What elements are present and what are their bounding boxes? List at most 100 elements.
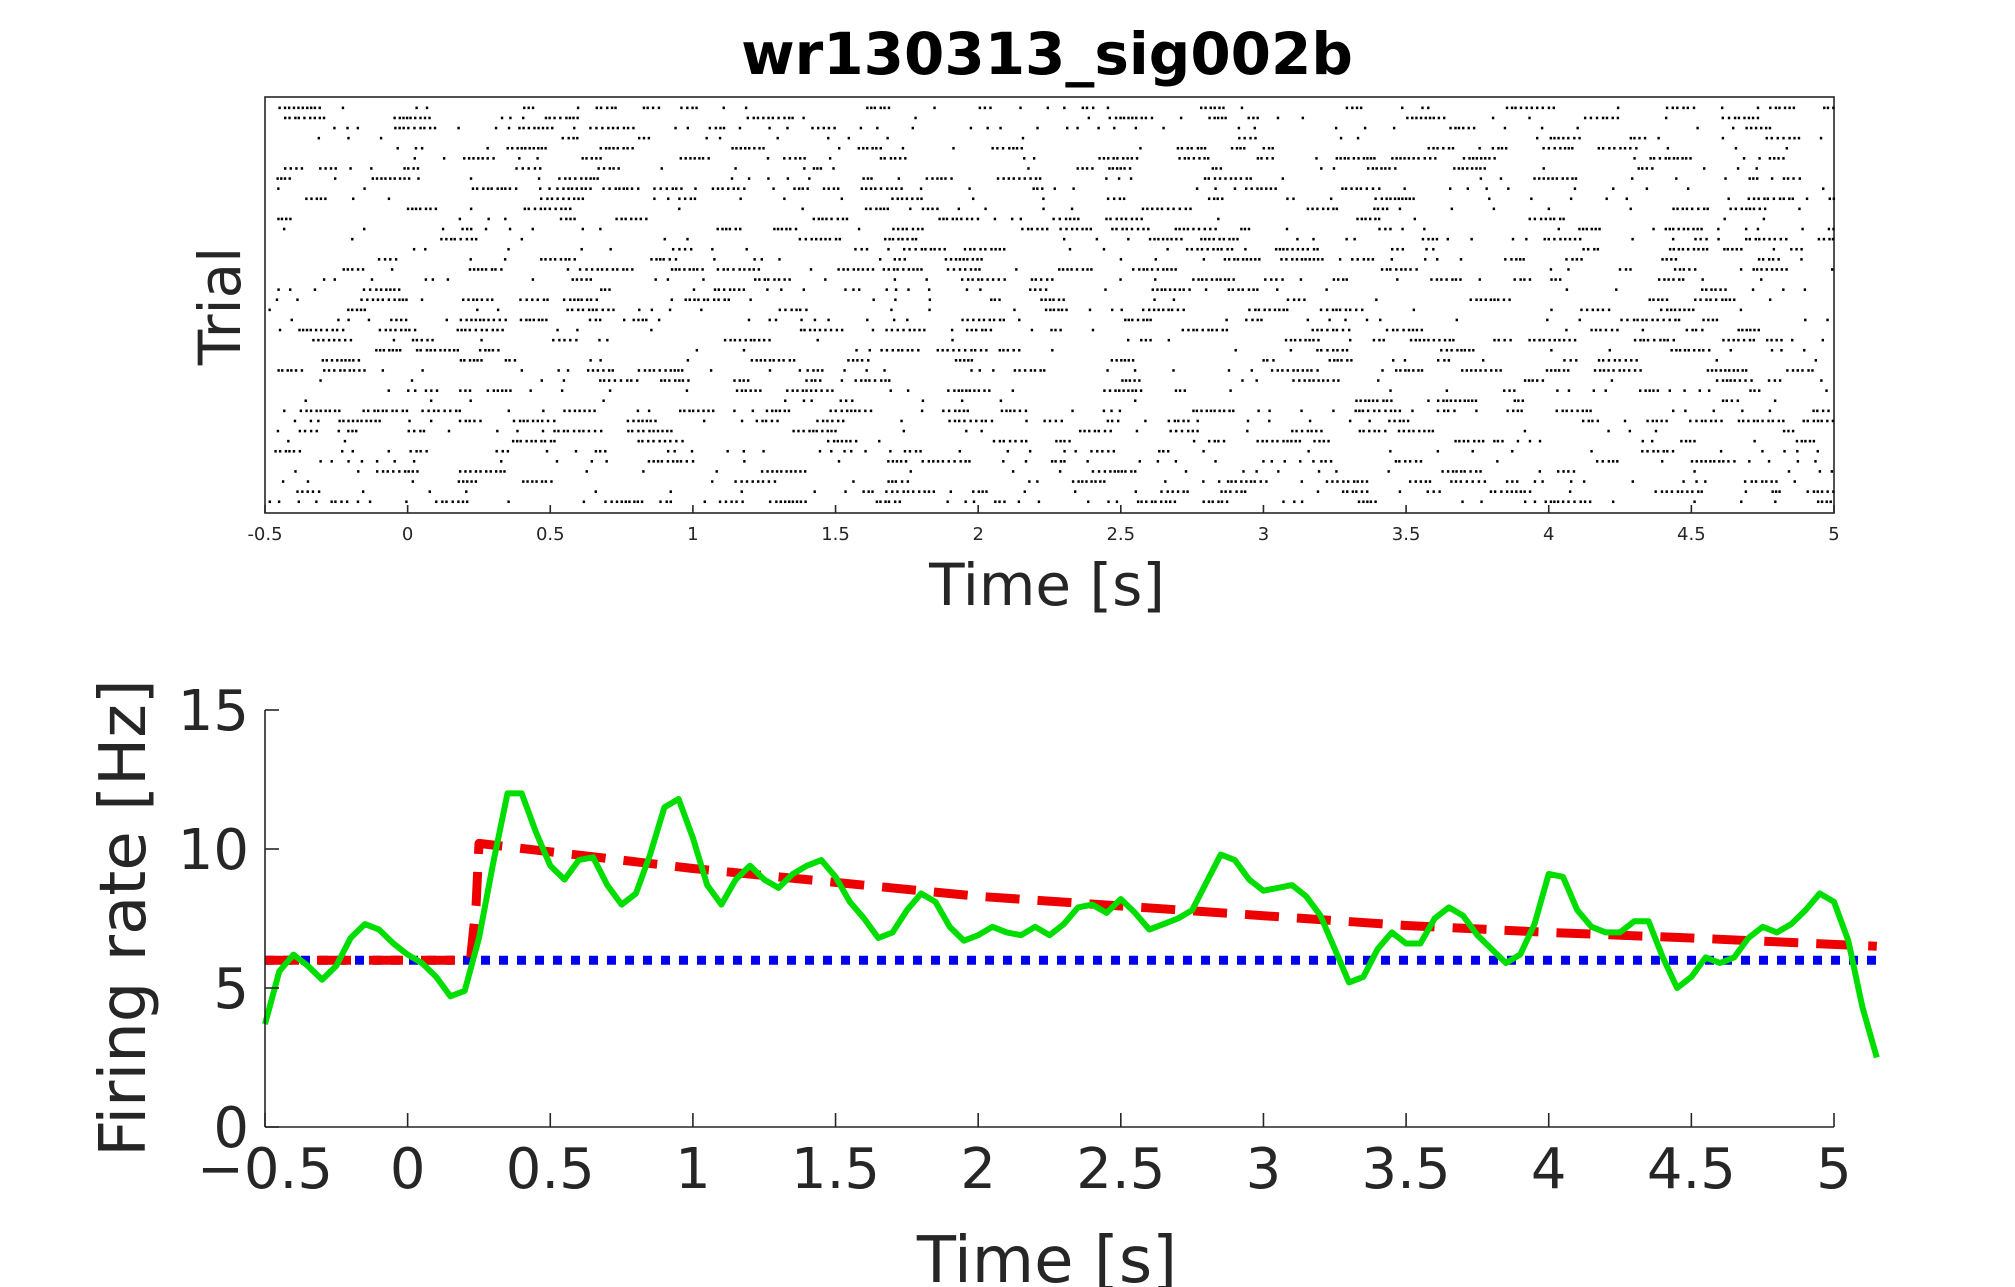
spike xyxy=(503,258,507,261)
spike xyxy=(901,348,904,352)
spike xyxy=(319,409,322,413)
spike xyxy=(1256,116,1259,120)
spike xyxy=(1432,116,1435,120)
spike xyxy=(419,116,422,120)
spike xyxy=(1111,227,1114,231)
spike xyxy=(1645,318,1648,322)
spike xyxy=(313,106,317,110)
spike xyxy=(1639,389,1642,392)
spike xyxy=(1356,217,1359,221)
spike xyxy=(951,217,955,221)
spike xyxy=(400,318,403,322)
spike xyxy=(726,449,729,453)
spike xyxy=(491,348,495,352)
spike xyxy=(368,288,372,291)
spike xyxy=(435,500,438,504)
spike xyxy=(1578,227,1581,231)
spike xyxy=(1300,258,1304,261)
spike xyxy=(548,116,551,120)
spike xyxy=(1308,419,1312,423)
spike xyxy=(740,490,743,493)
spike xyxy=(1039,288,1042,291)
spike xyxy=(1627,369,1631,372)
spike xyxy=(1648,298,1651,302)
spike xyxy=(1599,328,1602,332)
spike xyxy=(356,419,359,423)
spike xyxy=(1512,409,1515,413)
spike xyxy=(1349,338,1352,342)
spike xyxy=(642,136,646,140)
spike xyxy=(1234,480,1237,483)
spike xyxy=(1734,207,1738,211)
spike xyxy=(1202,258,1206,261)
spike xyxy=(527,106,530,110)
spike xyxy=(1528,439,1532,443)
spike xyxy=(1026,227,1030,231)
spike xyxy=(1674,258,1678,261)
spike xyxy=(871,146,874,150)
rate-x-tick-label: 0.5 xyxy=(506,1137,595,1202)
spike xyxy=(1520,409,1523,413)
spike xyxy=(645,318,648,322)
spike xyxy=(608,187,611,190)
spike xyxy=(1821,409,1825,413)
spike xyxy=(816,419,819,423)
spike xyxy=(1362,500,1365,504)
spike xyxy=(476,359,479,362)
spike xyxy=(984,247,987,251)
spike xyxy=(1471,157,1475,160)
spike xyxy=(1593,369,1597,372)
spike xyxy=(424,278,428,281)
spike xyxy=(1063,237,1066,241)
spike xyxy=(1618,359,1621,362)
spike xyxy=(1019,106,1022,110)
spike xyxy=(368,500,372,504)
spike xyxy=(711,187,715,190)
spike xyxy=(1519,106,1523,110)
spike xyxy=(1285,258,1288,261)
spike xyxy=(1332,348,1335,352)
spike xyxy=(562,197,565,201)
spike xyxy=(1260,157,1263,160)
spike xyxy=(277,369,280,372)
spike xyxy=(539,187,542,190)
spike xyxy=(1694,237,1697,241)
spike xyxy=(1558,338,1561,342)
spike xyxy=(1531,379,1534,382)
spike xyxy=(486,157,489,160)
spike xyxy=(301,106,305,110)
spike xyxy=(1274,187,1277,190)
spike xyxy=(383,258,387,261)
spike xyxy=(1549,217,1552,221)
spike xyxy=(1623,419,1627,423)
spike xyxy=(1590,449,1593,453)
spike xyxy=(978,268,981,271)
spike xyxy=(1566,177,1569,180)
spike xyxy=(1400,268,1403,271)
spike xyxy=(1232,278,1235,281)
spike xyxy=(1286,298,1290,302)
spike xyxy=(1379,318,1382,322)
spike xyxy=(486,389,490,392)
spike xyxy=(1719,449,1723,453)
spike xyxy=(1641,167,1644,170)
spike xyxy=(469,470,472,473)
spike xyxy=(1397,429,1401,433)
spike xyxy=(309,116,312,120)
spike xyxy=(1672,338,1675,342)
spike xyxy=(675,187,678,190)
spike xyxy=(344,338,347,342)
spike xyxy=(1656,389,1660,392)
spike xyxy=(740,419,744,423)
spike xyxy=(861,268,865,271)
spike xyxy=(470,480,473,483)
spike xyxy=(1395,157,1398,160)
spike xyxy=(1063,460,1066,463)
spike xyxy=(1578,237,1582,241)
spike xyxy=(1533,177,1536,180)
spike xyxy=(1320,167,1323,170)
spike xyxy=(1470,237,1473,241)
spike xyxy=(1342,278,1345,281)
spike xyxy=(1443,338,1447,342)
spike xyxy=(1115,227,1118,231)
